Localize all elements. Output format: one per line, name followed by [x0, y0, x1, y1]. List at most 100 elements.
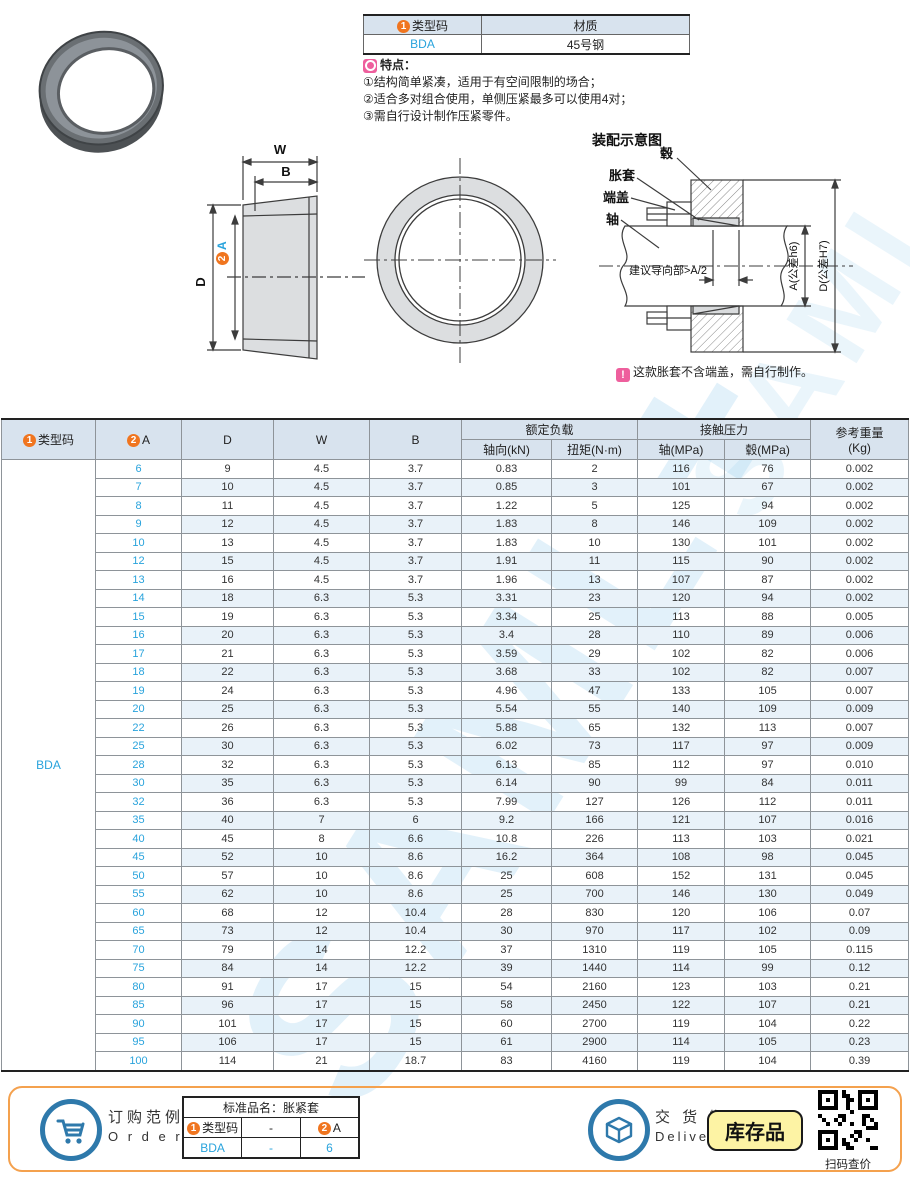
data-cell: 3.31	[461, 588, 552, 608]
data-cell: 10	[273, 866, 370, 886]
data-cell: 131	[724, 866, 812, 886]
data-cell: 91	[181, 977, 274, 997]
assembly-label-shaft: 轴	[606, 212, 619, 227]
data-cell: 73	[550, 736, 639, 756]
table-row: 14 18 6.3 5.3 3.31 23 120 94 0.002	[2, 588, 910, 608]
a-value-cell: 12	[95, 551, 182, 571]
data-cell: 3.7	[369, 533, 462, 553]
data-cell: 8.6	[369, 847, 462, 867]
data-cell: 84	[181, 958, 274, 978]
data-cell: 3.7	[369, 496, 462, 516]
data-cell: 65	[550, 718, 639, 738]
data-cell: 10	[181, 477, 274, 497]
data-cell: 12	[273, 921, 370, 941]
table-row: 60 68 12 10.4 28 830 120 106 0.07	[2, 903, 910, 923]
assembly-label-cap: 端盖	[603, 190, 629, 205]
a-value-cell: 8	[95, 496, 182, 516]
data-cell: 4.5	[273, 551, 370, 571]
table-row: 90 101 17 15 60 2700 119 104 0.22	[2, 1014, 910, 1034]
data-cell: 6.3	[273, 681, 370, 701]
table-row: 16 20 6.3 5.3 3.4 28 110 89 0.006	[2, 625, 910, 645]
data-cell: 6.3	[273, 662, 370, 682]
data-cell: 123	[637, 977, 726, 997]
data-cell: 3.68	[461, 662, 552, 682]
exclamation-icon: !	[616, 368, 630, 382]
data-cell: 108	[637, 847, 726, 867]
data-cell: 130	[637, 533, 726, 553]
data-cell: 14	[273, 940, 370, 960]
data-cell: 6.14	[461, 773, 552, 793]
data-cell: 54	[461, 977, 552, 997]
data-cell: 105	[724, 1032, 812, 1052]
data-cell: 6.3	[273, 699, 370, 719]
data-cell: 12	[273, 903, 370, 923]
data-cell: 102	[637, 644, 726, 664]
features-title: 特点：	[363, 57, 693, 74]
data-cell: 3.7	[369, 551, 462, 571]
data-cell: 10	[273, 884, 370, 904]
qr-code-block[interactable]: 扫码查价	[816, 1090, 880, 1172]
data-cell: 0.002	[810, 477, 910, 497]
data-cell: 0.021	[810, 829, 910, 849]
delivery-label: 交 货 期 Delivery	[655, 1109, 729, 1144]
data-cell: 6.3	[273, 625, 370, 645]
data-cell: 6.3	[273, 607, 370, 627]
data-cell: 115	[637, 551, 726, 571]
col-header-w: W	[273, 418, 370, 460]
qr-code-icon[interactable]	[818, 1090, 878, 1150]
data-cell: 88	[724, 607, 812, 627]
data-cell: 28	[550, 625, 639, 645]
data-cell: 97	[724, 755, 812, 775]
data-cell: 146	[637, 884, 726, 904]
data-cell: 0.002	[810, 570, 910, 590]
data-cell: 16	[181, 570, 274, 590]
data-cell: 12.2	[369, 958, 462, 978]
a-value-cell: 50	[95, 866, 182, 886]
data-cell: 25	[461, 884, 552, 904]
data-cell: 0.002	[810, 459, 910, 479]
data-cell: 125	[637, 496, 726, 516]
data-cell: 970	[550, 921, 639, 941]
a-value-cell: 100	[95, 1051, 182, 1071]
data-cell: 0.21	[810, 995, 910, 1015]
data-cell: 0.016	[810, 810, 910, 830]
data-cell: 6.13	[461, 755, 552, 775]
table-row: 65 73 12 10.4 30 970 117 102 0.09	[2, 921, 910, 941]
data-cell: 3.4	[461, 625, 552, 645]
a-value-cell: 45	[95, 847, 182, 867]
data-cell: 4.5	[273, 533, 370, 553]
data-cell: 4.5	[273, 570, 370, 590]
data-cell: 5.3	[369, 662, 462, 682]
data-cell: 5.3	[369, 773, 462, 793]
order-col-type-code: 1 类型码	[182, 1117, 243, 1138]
data-cell: 109	[724, 514, 812, 534]
a-value-cell: 17	[95, 644, 182, 664]
data-cell: 0.011	[810, 773, 910, 793]
data-cell: 0.21	[810, 977, 910, 997]
order-val-type-code: BDA	[182, 1137, 243, 1159]
data-cell: 83	[461, 1051, 552, 1071]
a-value-cell: 55	[95, 884, 182, 904]
data-cell: 21	[181, 644, 274, 664]
data-cell: 0.39	[810, 1051, 910, 1071]
data-cell: 0.011	[810, 792, 910, 812]
data-cell: 37	[461, 940, 552, 960]
table-row: 22 26 6.3 5.3 5.88 65 132 113 0.007	[2, 718, 910, 738]
data-cell: 47	[550, 681, 639, 701]
data-cell: 0.22	[810, 1014, 910, 1034]
data-cell: 2900	[550, 1032, 639, 1052]
data-cell: 7	[273, 810, 370, 830]
col-header-type-code: 1 类型码	[1, 418, 96, 460]
data-cell: 0.006	[810, 644, 910, 664]
data-cell: 24	[181, 681, 274, 701]
data-cell: 6.02	[461, 736, 552, 756]
data-cell: 4160	[550, 1051, 639, 1071]
data-cell: 112	[637, 755, 726, 775]
assembly-label-sleeve: 胀套	[609, 168, 636, 183]
data-cell: 226	[550, 829, 639, 849]
data-cell: 94	[724, 588, 812, 608]
data-cell: 55	[550, 699, 639, 719]
a-value-cell: 90	[95, 1014, 182, 1034]
data-cell: 1310	[550, 940, 639, 960]
